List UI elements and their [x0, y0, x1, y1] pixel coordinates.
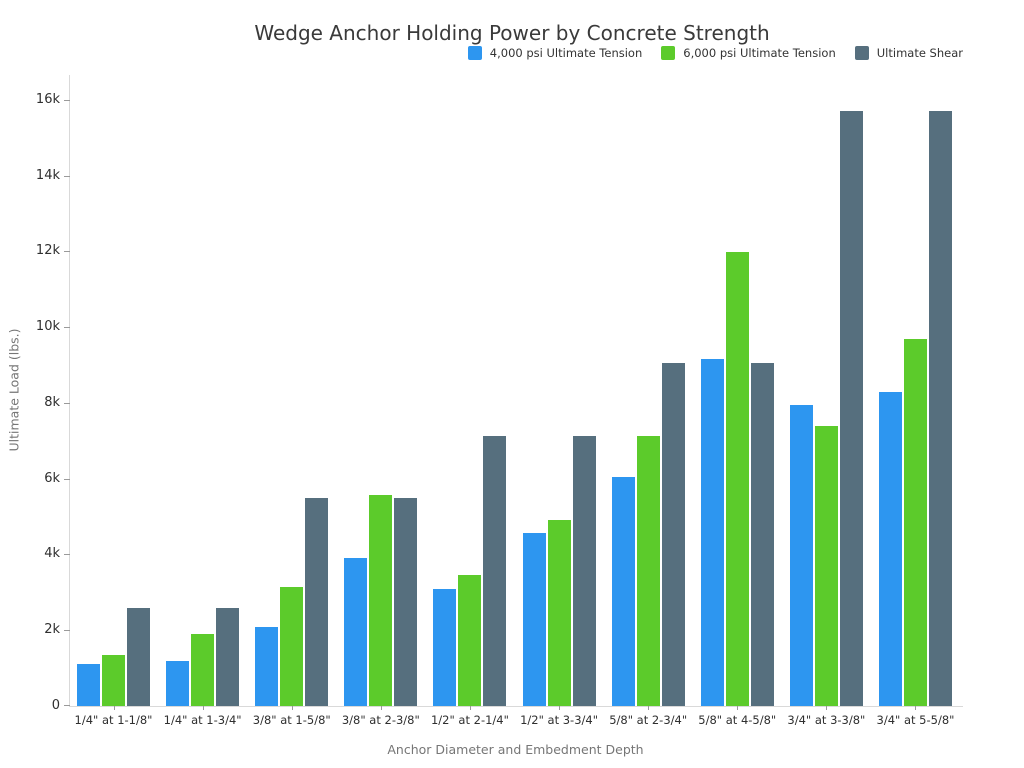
bar-group: 1/4" at 1-1/8" [75, 75, 152, 727]
legend-item: Ultimate Shear [854, 46, 963, 60]
bar-group: 3/4" at 3-3/8" [787, 75, 865, 727]
x-tick [291, 706, 293, 710]
legend-label: 4,000 psi Ultimate Tension [489, 46, 643, 60]
bars-row: 1/4" at 1-1/8" 1/4" at 1-3/4" 3/8" at 1-5/… [70, 75, 963, 727]
bar [127, 607, 150, 706]
legend-swatch [854, 46, 869, 60]
bar-group: 5/8" at 2-3/4" [609, 75, 687, 727]
bar [77, 664, 100, 706]
y-tick [64, 176, 70, 177]
bar [750, 362, 774, 706]
bar [700, 358, 724, 706]
x-tick-label: 5/8" at 2-3/4" [609, 713, 688, 727]
bar [433, 589, 457, 706]
bar [522, 533, 546, 706]
bar [547, 520, 571, 706]
bar [166, 660, 190, 706]
legend-label: Ultimate Shear [876, 46, 963, 60]
legend-item: 6,000 psi Ultimate Tension [661, 46, 836, 60]
y-tick [64, 403, 70, 404]
legend: 4,000 psi Ultimate Tension 6,000 psi Ulti… [467, 46, 963, 60]
x-tick-label: 1/4" at 1-3/4" [163, 713, 242, 727]
bar [458, 574, 482, 706]
y-tick-label: 10k [35, 319, 60, 334]
y-tick-label: 14k [35, 168, 60, 183]
x-tick [915, 706, 917, 710]
bar [483, 436, 507, 706]
bar [903, 338, 927, 706]
x-tick-label: 1/4" at 1-1/8" [74, 713, 153, 727]
bar [102, 654, 125, 706]
y-tick [64, 251, 70, 252]
x-tick [826, 706, 828, 710]
y-tick [64, 100, 70, 101]
y-tick-label: 16k [35, 92, 60, 107]
x-tick-label: 1/2" at 3-3/4" [520, 713, 599, 727]
y-tick-label: 8k [44, 395, 60, 410]
bar [878, 391, 902, 706]
bar-group: 3/4" at 5-5/8" [877, 75, 954, 727]
legend-swatch [661, 46, 676, 60]
chart-title: Wedge Anchor Holding Power by Concrete S… [254, 21, 770, 45]
legend-item: 4,000 psi Ultimate Tension [467, 46, 643, 60]
bar-group: 3/8" at 2-3/8" [342, 75, 420, 727]
y-tick-label: 4k [44, 546, 60, 561]
y-tick-label: 0 [51, 698, 60, 713]
y-tick-label: 2k [44, 622, 60, 637]
x-tick [380, 706, 382, 710]
bar [280, 586, 304, 706]
bar [305, 497, 329, 706]
bar [369, 495, 393, 706]
bar [611, 476, 635, 706]
x-tick [202, 706, 204, 710]
bar [344, 558, 368, 706]
legend-swatch [467, 46, 482, 60]
y-tick [64, 479, 70, 480]
x-tick-label: 3/4" at 3-3/8" [787, 713, 866, 727]
bar [789, 404, 813, 706]
bar [928, 111, 952, 706]
x-tick [469, 706, 471, 710]
y-tick-label: 12k [35, 243, 60, 258]
y-tick [64, 705, 70, 706]
x-tick-label: 1/2" at 2-1/4" [430, 713, 509, 727]
x-tick-label: 3/8" at 2-3/8" [341, 713, 420, 727]
bar-group: 1/2" at 2-1/4" [431, 75, 509, 727]
x-tick [737, 706, 739, 710]
bar [725, 251, 749, 706]
bar [814, 425, 838, 706]
x-tick-label: 3/4" at 5-5/8" [876, 713, 955, 727]
x-tick [559, 706, 561, 710]
bar-group: 1/4" at 1-3/4" [164, 75, 242, 727]
x-tick-label: 3/8" at 1-5/8" [252, 713, 331, 727]
bar-group: 3/8" at 1-5/8" [253, 75, 331, 727]
bar [191, 634, 215, 706]
y-axis-title: Ultimate Load (lbs.) [6, 328, 22, 452]
bar [216, 607, 240, 706]
bar [572, 436, 596, 706]
bar [394, 497, 418, 706]
legend-label: 6,000 psi Ultimate Tension [683, 46, 836, 60]
x-tick-label: 5/8" at 4-5/8" [698, 713, 777, 727]
y-tick-label: 6k [44, 471, 60, 486]
bar-group: 5/8" at 4-5/8" [698, 75, 776, 727]
bar [255, 626, 279, 706]
y-tick [64, 327, 70, 328]
y-tick [64, 630, 70, 631]
bar [636, 436, 660, 706]
bar [839, 111, 863, 706]
bar-group: 1/2" at 3-3/4" [520, 75, 598, 727]
x-tick [113, 706, 115, 710]
x-axis-title: Anchor Diameter and Embedment Depth [387, 742, 644, 757]
plot-area: 1/4" at 1-1/8" 1/4" at 1-3/4" 3/8" at 1-5/… [36, 75, 963, 727]
bar [661, 362, 685, 706]
x-tick [648, 706, 650, 710]
y-tick [64, 554, 70, 555]
